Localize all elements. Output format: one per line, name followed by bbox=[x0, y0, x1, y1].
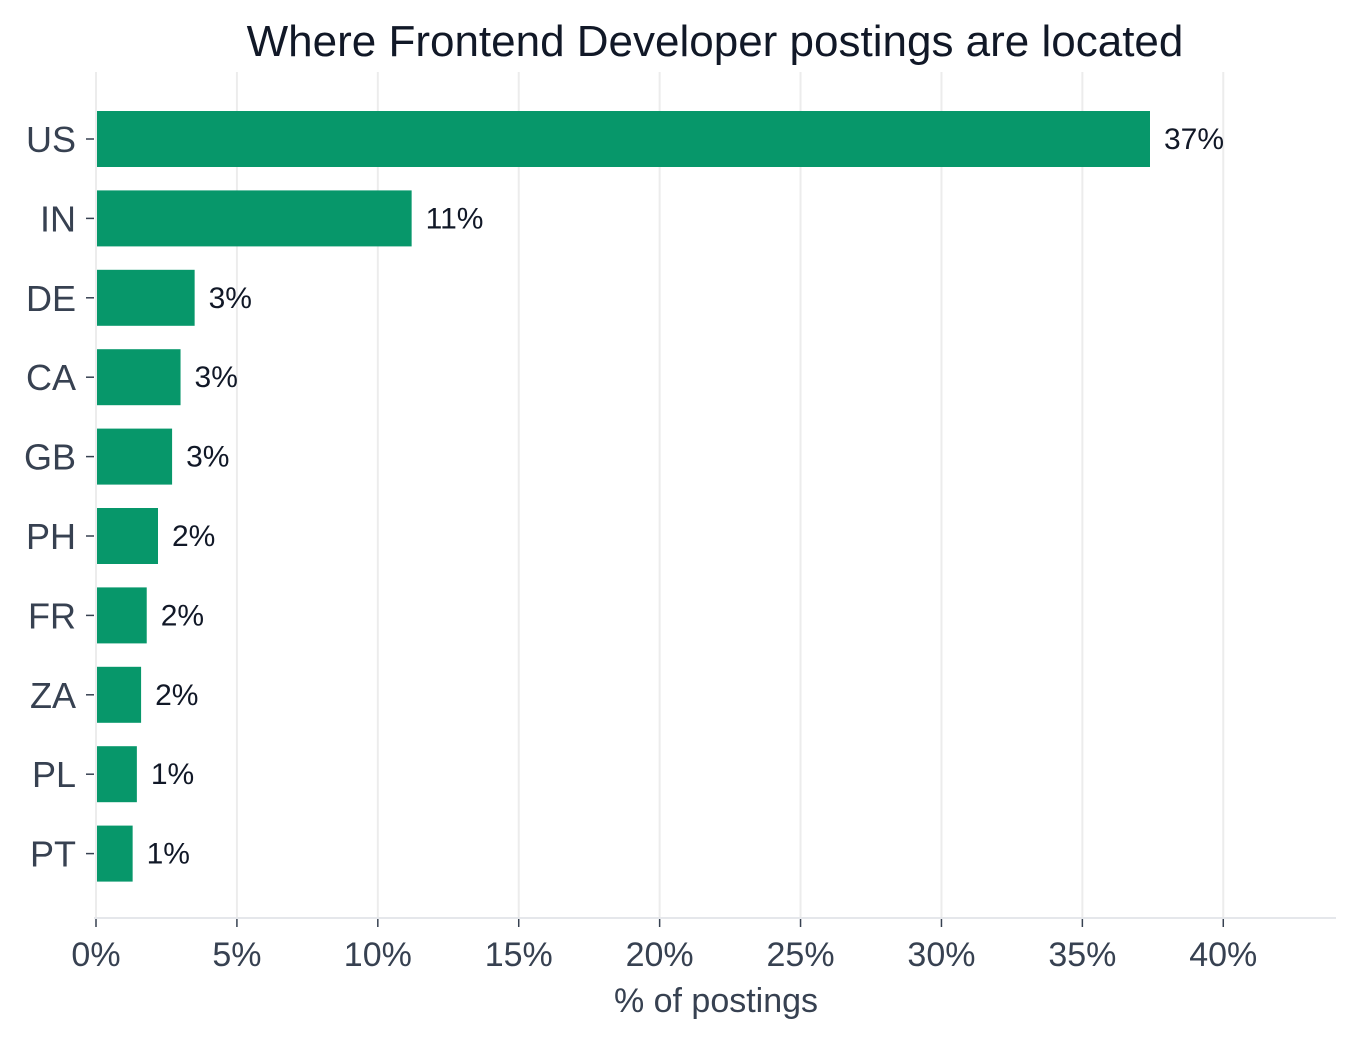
bar-gb bbox=[97, 428, 173, 485]
data-label: 2% bbox=[172, 520, 215, 553]
x-axis-title: % of postings bbox=[614, 982, 818, 1020]
bar-fr bbox=[97, 587, 147, 644]
x-tick-label: 30% bbox=[907, 936, 975, 974]
x-tick-label: 15% bbox=[485, 936, 553, 974]
category-label: CA bbox=[26, 357, 76, 398]
x-tick-label: 20% bbox=[626, 936, 694, 974]
x-axis: 0% 5% 10% 15% 20% 25% 30% 35% 40% bbox=[71, 917, 1336, 974]
bar-us bbox=[97, 111, 1150, 167]
data-label: 11% bbox=[426, 202, 484, 235]
category-label: FR bbox=[28, 595, 76, 636]
data-label: 2% bbox=[161, 599, 204, 632]
category-axis: US IN DE CA GB PH FR ZA PL PT bbox=[24, 119, 94, 875]
bar-ph bbox=[97, 508, 158, 564]
data-label: 37% bbox=[1164, 123, 1224, 156]
bar-in bbox=[97, 190, 412, 247]
category-label: US bbox=[26, 119, 76, 160]
bars bbox=[97, 111, 1150, 882]
x-tick-label: 25% bbox=[767, 936, 835, 974]
x-tick-label: 0% bbox=[71, 936, 120, 974]
x-tick-label: 35% bbox=[1048, 936, 1116, 974]
data-label: 3% bbox=[186, 441, 229, 474]
bar-za bbox=[97, 666, 142, 723]
x-tick-label: 5% bbox=[212, 936, 261, 974]
data-label: 1% bbox=[147, 838, 190, 871]
category-label: PT bbox=[30, 834, 76, 875]
bar-ca bbox=[97, 349, 181, 406]
data-label: 2% bbox=[155, 679, 198, 712]
category-label: PL bbox=[32, 754, 76, 795]
data-label: 3% bbox=[209, 282, 252, 315]
category-label: IN bbox=[40, 198, 76, 239]
data-labels: 37% 11% 3% 3% 3% 2% 2% 2% 1% 1% bbox=[147, 123, 1224, 871]
chart-title: Where Frontend Developer postings are lo… bbox=[247, 17, 1184, 66]
x-tick-label: 10% bbox=[344, 936, 412, 974]
category-label: GB bbox=[24, 437, 76, 478]
category-label: PH bbox=[26, 516, 76, 557]
data-label: 1% bbox=[151, 758, 194, 791]
bar-pl bbox=[97, 746, 137, 803]
data-label: 3% bbox=[195, 361, 238, 394]
x-tick-label: 40% bbox=[1189, 936, 1257, 974]
category-label: DE bbox=[26, 278, 76, 319]
category-label: ZA bbox=[30, 675, 76, 716]
bar-pt bbox=[97, 825, 133, 882]
bar-de bbox=[97, 269, 195, 326]
